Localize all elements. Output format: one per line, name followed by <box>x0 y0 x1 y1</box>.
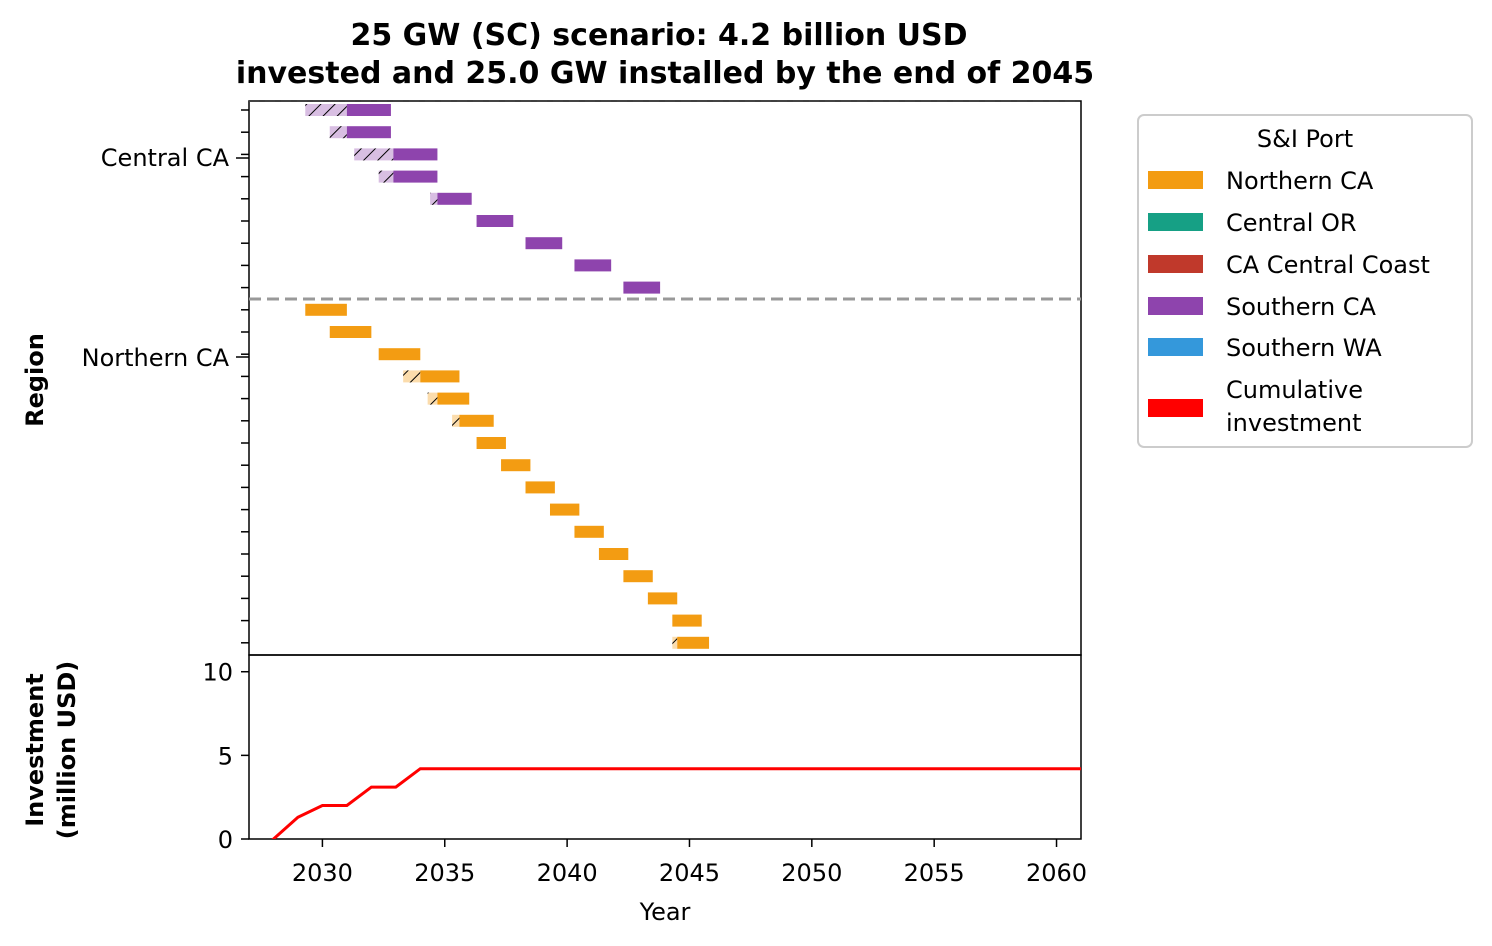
investment-y-tick-label: 0 <box>218 826 233 854</box>
gantt-bar <box>647 592 678 605</box>
legend-box <box>1137 114 1473 448</box>
gantt-bar <box>525 481 555 494</box>
gantt-bar <box>459 414 494 427</box>
gantt-prep-hatch <box>305 104 347 116</box>
investment-axes-frame <box>248 654 1082 840</box>
legend-label-line-2: investment <box>1226 409 1362 437</box>
gantt-bar <box>476 437 506 449</box>
x-tick-label: 2040 <box>537 859 598 887</box>
gantt-axes-frame <box>248 100 1082 656</box>
legend-swatch-cumulative <box>1148 399 1203 417</box>
gantt-prep-hatch <box>378 170 394 183</box>
y-axis-label-investment-line-1: Investment <box>21 673 49 827</box>
investment-y-tick-label: 5 <box>218 742 233 770</box>
chart-title-line-1: 25 GW (SC) scenario: 4.2 billion USD <box>350 18 967 53</box>
gantt-y-ticks <box>236 109 249 644</box>
gantt-prep-hatch <box>427 392 438 405</box>
gantt-prep-hatch <box>672 636 678 649</box>
gantt-bar <box>305 303 347 316</box>
legend-swatch <box>1148 213 1203 231</box>
legend-label: Southern CA <box>1226 293 1377 321</box>
legend-swatch <box>1148 338 1203 356</box>
x-tick-label: 2030 <box>292 859 353 887</box>
gantt-bar <box>476 215 514 227</box>
gantt-bar <box>437 192 472 205</box>
y-axis-label-investment-line-2: (million USD) <box>53 661 81 839</box>
legend-swatch <box>1148 171 1203 189</box>
gantt-bar <box>672 614 702 627</box>
legend: S&I Port Northern CA Central OR CA Central… <box>1137 114 1473 448</box>
gantt-bar <box>501 459 531 472</box>
gantt-bar <box>378 348 421 361</box>
legend-swatch <box>1148 255 1203 273</box>
y-axis-label-region: Region <box>21 333 49 427</box>
gantt-bar <box>525 237 563 250</box>
x-tick-label: 2060 <box>1026 859 1087 887</box>
x-axis-label-year: Year <box>639 898 691 926</box>
gantt-bar <box>574 259 612 272</box>
x-tick-label: 2050 <box>781 859 842 887</box>
gantt-bar <box>623 281 661 294</box>
legend-entries: Northern CA Central OR CA Central Coast Sou… <box>1148 167 1430 437</box>
gantt-prep-hatch <box>430 192 438 205</box>
legend-label: Central OR <box>1226 209 1357 237</box>
chart-title-line-2: invested and 25.0 GW installed by the en… <box>236 56 1094 91</box>
legend-label: CA Central Coast <box>1226 251 1430 279</box>
gantt-bar <box>574 525 604 538</box>
gantt-bar <box>346 126 391 139</box>
gantt-bar <box>420 370 460 383</box>
gantt-bar <box>677 636 710 649</box>
gantt-bar <box>598 548 629 560</box>
gantt-bars <box>305 104 710 649</box>
gantt-bar <box>393 170 438 183</box>
legend-swatch <box>1148 297 1203 315</box>
investment-ticks: 0 5 10 2030 2035 2040 2045 2050 2055 2060 <box>202 659 1087 887</box>
gantt-bar <box>437 392 470 405</box>
investment-panel: 0 5 10 2030 2035 2040 2045 2050 2055 2060 Year In… <box>21 654 1087 926</box>
gantt-prep-hatch <box>452 414 460 427</box>
x-tick-label: 2035 <box>414 859 475 887</box>
legend-title: S&I Port <box>1257 125 1353 153</box>
region-label-northern-ca: Northern CA <box>82 344 230 372</box>
gantt-bar <box>623 570 653 583</box>
x-tick-label: 2055 <box>904 859 965 887</box>
gantt-bar <box>393 148 438 161</box>
gantt-panel: Central CA Northern CA Region <box>21 100 1082 656</box>
gantt-prep-hatch <box>403 370 421 383</box>
gantt-bar <box>329 326 372 338</box>
cumulative-investment-line <box>271 767 1081 839</box>
gantt-prep-hatch <box>354 148 394 161</box>
legend-label: Northern CA <box>1226 167 1374 195</box>
gantt-bar <box>346 104 391 116</box>
investment-y-tick-label: 10 <box>202 659 233 687</box>
legend-label: Southern WA <box>1226 334 1382 362</box>
gantt-bar <box>549 503 580 516</box>
region-label-central-ca: Central CA <box>101 144 230 172</box>
x-tick-label: 2045 <box>659 859 720 887</box>
legend-label-line-1: Cumulative <box>1226 376 1363 404</box>
gantt-prep-hatch <box>329 126 347 139</box>
